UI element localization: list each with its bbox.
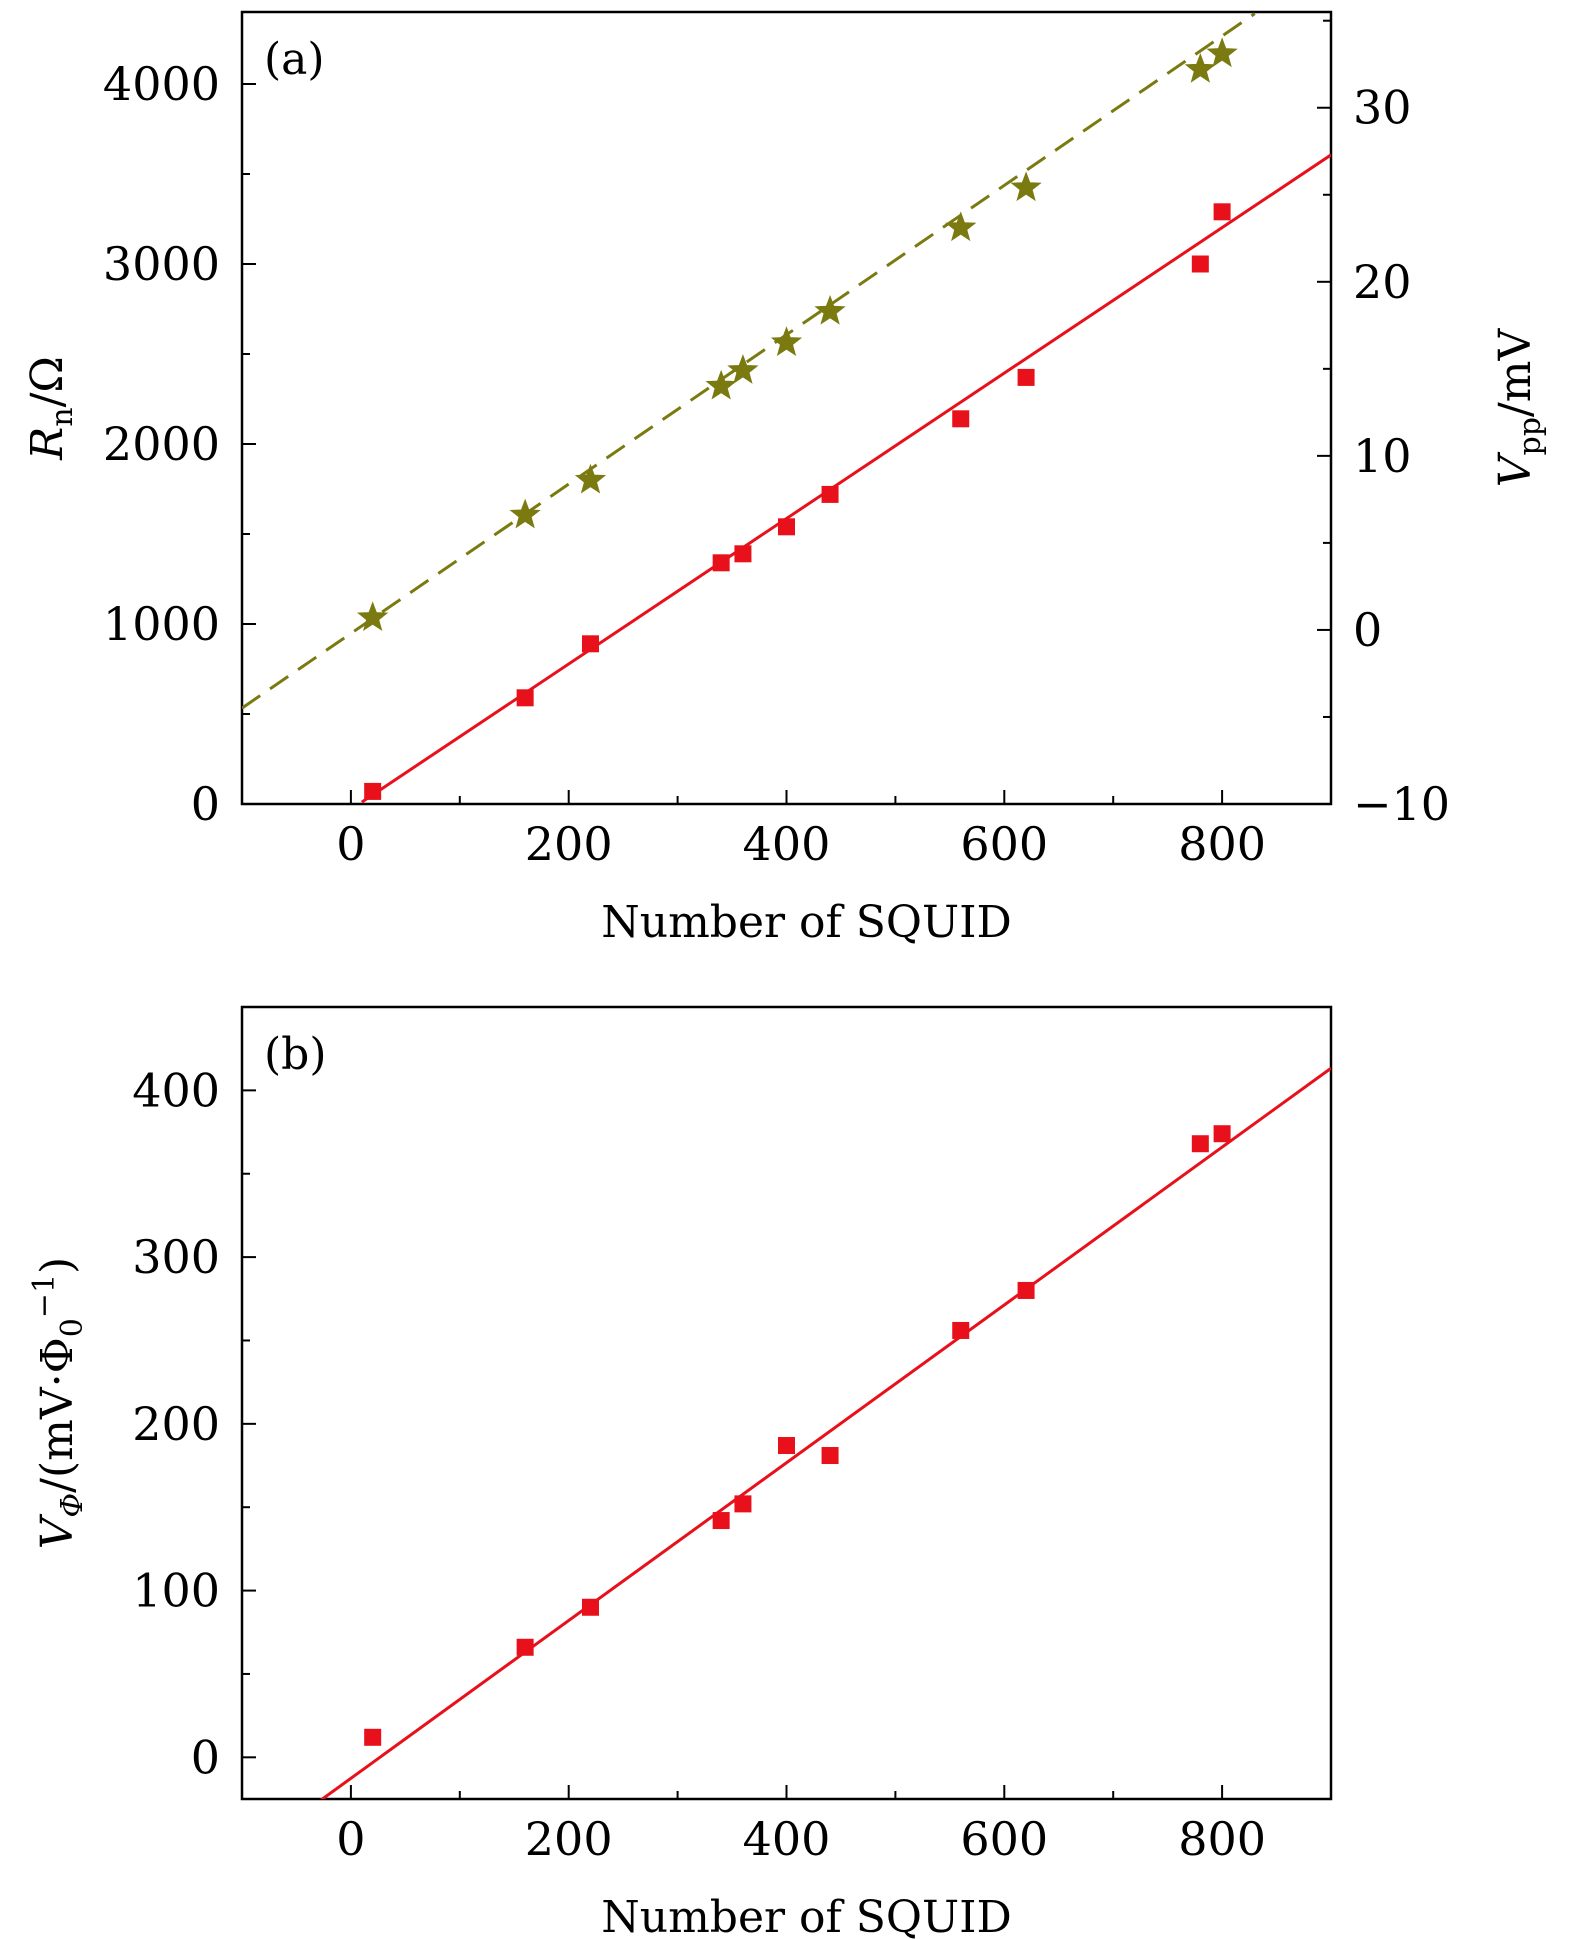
square-marker (1017, 368, 1035, 386)
square-marker (1191, 1135, 1209, 1153)
y-axis-title-close: ) (32, 1257, 83, 1274)
plot-frame (240, 10, 1333, 806)
y2-axis-title-sub: pp (1513, 417, 1548, 455)
star-marker (1206, 37, 1238, 68)
fit-line-rn (360, 153, 1331, 804)
y-axis-title-sub: Φ (55, 1493, 90, 1518)
y-tick-label: 4000 (103, 57, 220, 111)
x-axis-title: Number of SQUID (601, 897, 1012, 948)
star-marker (1010, 171, 1042, 202)
y-axis-title: VΦ/(mV·Φ0−1) (27, 1257, 90, 1549)
y-tick-label: 200 (132, 1397, 220, 1451)
y-axis-title-main: V (32, 1513, 83, 1549)
y-tick-label: 1000 (103, 597, 220, 651)
square-marker (516, 689, 534, 707)
star-marker (509, 498, 541, 529)
square-marker (734, 1495, 752, 1513)
star-marker (705, 369, 737, 400)
square-marker (1213, 1125, 1231, 1143)
square-marker (581, 1598, 599, 1616)
square-marker (1191, 255, 1209, 273)
y-axis-title-unit: /Ω (22, 356, 73, 407)
y2-axis-title-main: V (1490, 451, 1541, 487)
square-marker (516, 1638, 534, 1656)
square-marker (581, 635, 599, 653)
square-marker (821, 1447, 839, 1465)
star-marker (1184, 53, 1216, 83)
star-marker (574, 463, 607, 494)
plot-area (319, 1067, 1331, 1799)
y-tick-label: 100 (132, 1564, 220, 1618)
x-tick-label: 600 (960, 1812, 1048, 1866)
fit-line-vφ (319, 1067, 1331, 1799)
panel-label: (a) (264, 34, 325, 85)
fit-line-vpp (242, 12, 1256, 710)
y-tick-label: 0 (191, 777, 220, 831)
square-marker (952, 410, 970, 428)
star-marker (814, 294, 846, 325)
x-tick-label: 0 (336, 817, 365, 871)
y-tick-label: 3000 (103, 237, 220, 291)
star-marker (357, 601, 389, 632)
y-axis-title-unit: /(mV·Φ (32, 1337, 83, 1493)
square-marker (712, 1512, 730, 1530)
square-marker (364, 1728, 382, 1746)
y-axis-title: Rn/Ω (22, 356, 80, 461)
plot-area (242, 12, 1331, 804)
y-tick-label: 300 (132, 1230, 220, 1284)
y-axis-title-sup: −1 (27, 1274, 62, 1318)
y-axis-title-sub2: 0 (55, 1318, 90, 1337)
y-axis-title-main: R (22, 427, 73, 461)
square-marker (712, 554, 730, 572)
y2-tick-label: 10 (1353, 429, 1412, 483)
square-marker (1213, 203, 1231, 221)
y-tick-label: 400 (132, 1063, 220, 1117)
x-tick-label: 800 (1178, 1812, 1266, 1866)
square-marker (734, 545, 752, 563)
square-marker (821, 485, 839, 503)
x-tick-label: 400 (743, 817, 831, 871)
x-tick-label: 800 (1178, 817, 1266, 871)
square-marker (952, 1321, 970, 1339)
star-marker (727, 354, 759, 384)
x-tick-label: 400 (743, 1812, 831, 1866)
y2-axis-title: Vpp/mV (1490, 328, 1548, 488)
y-tick-label: 0 (191, 1730, 220, 1784)
x-axis-title: Number of SQUID (601, 1892, 1012, 1939)
square-marker (778, 518, 795, 536)
square-marker (1017, 1281, 1035, 1299)
y2-tick-label: 30 (1353, 81, 1412, 135)
panel-b-chart: 0 200 400 600 800 Number of SQUID 0 100 200 300 40… (27, 1005, 1333, 1939)
y2-tick-label: 20 (1353, 255, 1412, 309)
star-marker (770, 326, 803, 357)
x-tick-label: 200 (525, 1812, 613, 1866)
y2-tick-label: 0 (1353, 603, 1382, 657)
square-marker (364, 782, 382, 800)
x-tick-label: 600 (960, 817, 1048, 871)
square-marker (778, 1437, 795, 1455)
y-axis-title-sub: n (45, 407, 80, 426)
y2-tick-label: −10 (1353, 777, 1450, 831)
y-tick-label: 2000 (103, 417, 220, 471)
plot-frame (240, 1005, 1333, 1801)
x-tick-label: 0 (336, 1812, 365, 1866)
y2-axis-title-unit: /mV (1490, 328, 1541, 418)
star-marker (945, 211, 977, 242)
x-tick-label: 200 (525, 817, 613, 871)
panel-label: (b) (264, 1029, 327, 1080)
